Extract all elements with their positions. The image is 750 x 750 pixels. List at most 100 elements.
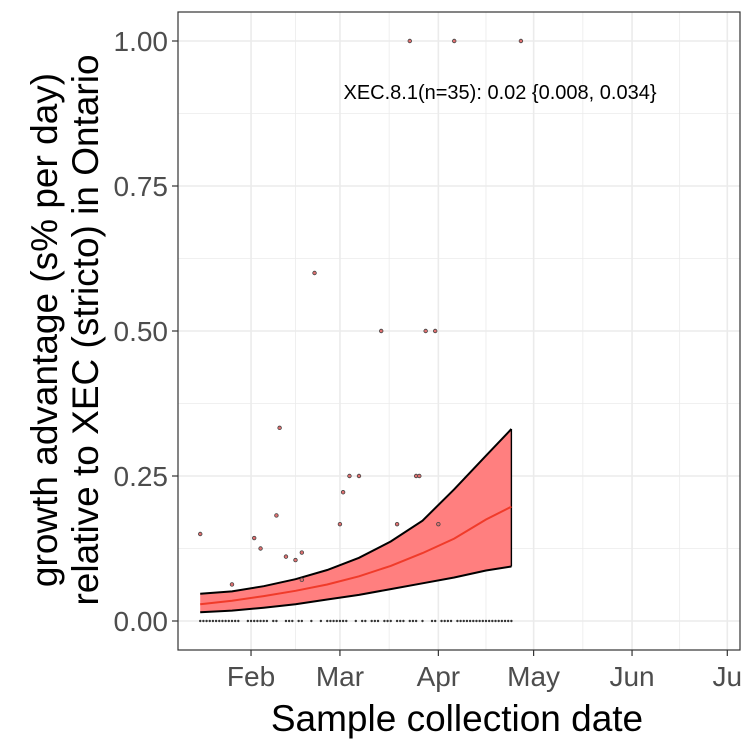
zero-data-point: [326, 619, 329, 623]
zero-data-point: [345, 619, 348, 623]
zero-data-point: [259, 619, 262, 623]
zero-data-point: [389, 619, 392, 623]
zero-data-point: [284, 619, 288, 623]
data-point: [432, 328, 438, 334]
zero-data-point: [370, 619, 373, 623]
zero-data-point: [262, 619, 265, 623]
data-point: [452, 38, 457, 44]
fit-line: [200, 505, 512, 606]
zero-data-point: [456, 619, 459, 623]
data-point: [394, 521, 400, 527]
y-axis-title-line1: growth advantage (s% per day): [24, 73, 65, 587]
x-tick-label: Ju: [713, 661, 743, 692]
data-point: [436, 521, 441, 527]
y-tick-label: 1.00: [114, 26, 169, 57]
zero-data-point: [383, 619, 386, 623]
data-point: [198, 531, 203, 537]
x-tick-label: Jun: [609, 661, 654, 692]
zero-data-point: [510, 619, 513, 623]
zero-data-point: [218, 619, 221, 623]
y-tick-label: 0.25: [114, 461, 169, 492]
zero-data-point: [227, 619, 231, 623]
zero-data-point: [411, 619, 415, 623]
zero-data-point: [253, 619, 256, 623]
zero-data-point: [214, 619, 218, 623]
zero-data-point: [507, 619, 510, 623]
zero-data-point: [487, 619, 491, 623]
point-layer: [198, 38, 524, 623]
zero-data-point: [272, 619, 275, 623]
zero-data-point: [402, 619, 405, 623]
zero-data-point: [443, 619, 446, 623]
zero-data-point: [335, 619, 338, 623]
zero-data-point: [230, 619, 234, 623]
zero-data-point: [395, 619, 399, 623]
data-point: [379, 328, 384, 334]
zero-data-point: [202, 619, 205, 623]
x-axis-title: Sample collection date: [271, 698, 643, 739]
annotation-text: XEC.8.1(n=35): 0.02 {0.008, 0.034}: [343, 82, 656, 104]
zero-data-point: [221, 619, 224, 623]
data-point: [312, 270, 317, 276]
zero-data-point: [291, 619, 294, 623]
zero-data-point: [265, 619, 269, 623]
zero-data-point: [376, 619, 380, 623]
zero-data-point: [494, 619, 497, 623]
tick-layer: 0.00 0.25 0.50 0.75 1.00 Feb Mar Apr May Jun Ju: [114, 26, 743, 692]
zero-data-point: [237, 619, 240, 623]
confidence-ribbon: [200, 429, 512, 613]
zero-data-point: [205, 619, 208, 623]
zero-data-point: [211, 619, 215, 623]
zero-data-point: [319, 619, 323, 623]
zero-data-point: [500, 619, 504, 623]
zero-data-point: [208, 619, 211, 623]
grid-layer: [178, 12, 740, 650]
zero-data-point: [329, 619, 332, 623]
zero-data-point: [249, 619, 253, 623]
zero-data-point: [446, 619, 450, 623]
y-tick-label: 0.50: [114, 316, 169, 347]
zero-data-point: [472, 619, 475, 623]
x-tick-label: Feb: [227, 661, 275, 692]
zero-data-point: [332, 619, 335, 623]
zero-data-point: [354, 619, 358, 623]
zero-data-point: [484, 619, 488, 623]
upper-bound-line: [200, 428, 513, 595]
y-tick-label: 0.75: [114, 171, 169, 202]
zero-data-point: [246, 619, 250, 623]
zero-data-point: [459, 619, 462, 623]
x-tick-label: May: [507, 661, 560, 692]
zero-data-point: [475, 619, 478, 623]
zero-data-point: [430, 619, 434, 623]
zero-data-point: [360, 619, 364, 623]
zero-data-point: [386, 619, 389, 623]
zero-data-point: [310, 619, 313, 623]
zero-data-point: [338, 619, 342, 623]
data-point: [258, 546, 263, 551]
zero-data-point: [373, 619, 377, 623]
data-point: [417, 473, 422, 479]
data-point: [229, 582, 235, 587]
zero-data-point: [341, 619, 345, 623]
data-point: [293, 557, 298, 563]
zero-data-point: [233, 619, 237, 623]
data-point: [337, 521, 343, 527]
x-tick-label: Mar: [316, 661, 364, 692]
zero-data-point: [491, 619, 494, 623]
data-point: [518, 38, 524, 44]
zero-data-point: [462, 619, 465, 623]
data-point: [407, 38, 412, 44]
zero-data-point: [287, 619, 291, 623]
zero-data-point: [408, 619, 411, 623]
zero-data-point: [478, 619, 481, 623]
x-tick-label: Apr: [417, 661, 461, 692]
data-point: [347, 473, 352, 479]
zero-data-point: [414, 619, 418, 623]
zero-data-point: [465, 619, 469, 623]
zero-data-point: [364, 619, 367, 623]
zero-data-point: [481, 619, 485, 623]
ribbon-layer: [200, 428, 513, 614]
zero-data-point: [433, 619, 437, 623]
zero-data-point: [256, 619, 259, 623]
